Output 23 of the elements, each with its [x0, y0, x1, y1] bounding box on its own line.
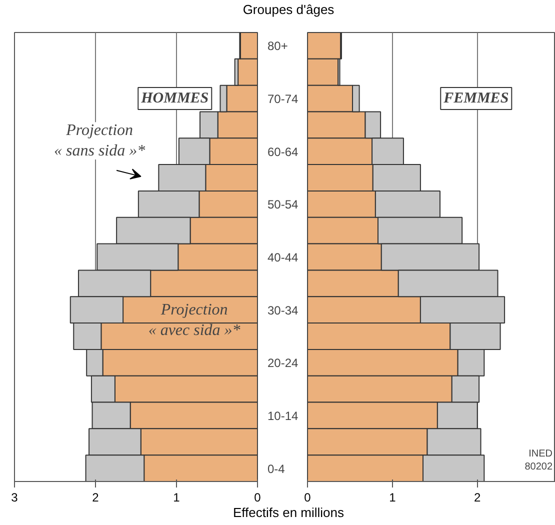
x-tick-label: 2	[474, 490, 482, 504]
y-tick-label: 50-54	[268, 198, 299, 212]
x-tick-label: 0	[254, 490, 262, 504]
y-tick-label: 70-74	[268, 92, 299, 106]
series-label: Projection « avec sida »*	[148, 302, 240, 340]
y-tick-label: 10-14	[268, 408, 299, 423]
x-axis-title: Effectifs en millions	[232, 505, 344, 521]
text: FEMMES	[442, 90, 509, 107]
y-tick-label: 20-24	[268, 356, 299, 370]
x-tick-label: 2	[92, 490, 100, 504]
x-tick-label: 1	[173, 490, 180, 504]
x-tick-label: 3	[11, 490, 18, 504]
text: HOMMES	[140, 90, 209, 107]
x-tick-label: 1	[389, 490, 396, 504]
y-axis-title: Groupes d'âges	[242, 1, 334, 19]
y-tick-label: 40-44	[268, 250, 299, 264]
y-tick-label: 30-34	[268, 303, 299, 318]
y-tick-label: 60-64	[268, 144, 299, 159]
annotation: INED 80202	[524, 448, 553, 472]
y-tick-label: 0-4	[268, 462, 286, 476]
series-label: Projection « sans sida »*	[54, 122, 146, 160]
y-tick-label: 80+	[268, 39, 288, 54]
x-tick-label: 0	[304, 490, 312, 504]
